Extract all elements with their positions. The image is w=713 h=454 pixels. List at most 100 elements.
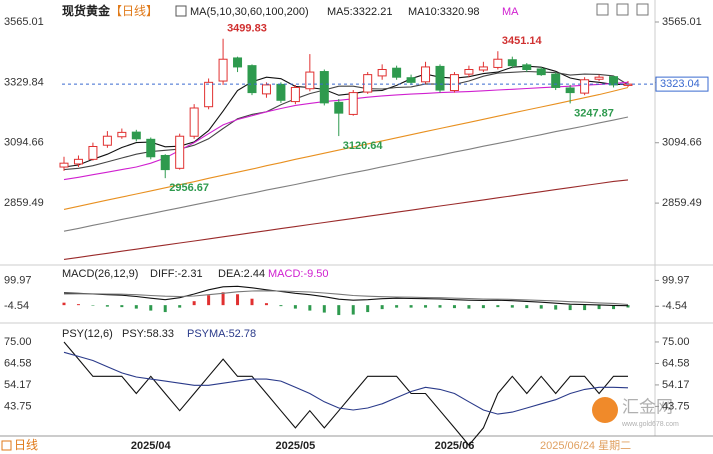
- candle-body: [189, 107, 199, 137]
- candle-body: [435, 65, 445, 91]
- macd-bar: [337, 305, 341, 316]
- macd-bar: [496, 305, 500, 308]
- price-annotation: 3247.87: [574, 107, 614, 119]
- macd-bar: [612, 305, 616, 310]
- candle-body: [406, 77, 416, 83]
- candle-body: [146, 138, 156, 158]
- line-series: [63, 285, 629, 307]
- line-series: [63, 179, 629, 260]
- candle-body: [421, 66, 431, 83]
- candle-body: [88, 145, 98, 160]
- macd-bar: [583, 305, 587, 311]
- macd-bar: [626, 305, 630, 308]
- candle-body: [522, 64, 532, 70]
- y-tick-label-right: 75.00: [662, 336, 690, 348]
- y-tick-label: 54.17: [4, 379, 32, 391]
- candle-body: [565, 87, 575, 94]
- candle-body: [377, 68, 387, 77]
- macd-bar: [409, 305, 413, 308]
- y-tick-label: 3094.66: [4, 137, 44, 149]
- y-tick-label-right: 3094.66: [662, 137, 702, 149]
- line-series: [63, 86, 629, 210]
- legend-entry: MA5:3322.21: [327, 6, 392, 18]
- last-price-label: 3323.04: [660, 78, 700, 90]
- macd-bar: [424, 305, 428, 308]
- candle-body: [580, 79, 590, 94]
- footer-period: 日线: [14, 438, 38, 452]
- candle-body: [478, 66, 488, 71]
- candle-body: [493, 58, 503, 68]
- macd-bar: [467, 305, 471, 309]
- zoom-in[interactable]: [596, 3, 609, 16]
- candle-body: [551, 73, 561, 88]
- y-tick-label: 3329.84: [4, 76, 44, 88]
- candle-body: [392, 67, 402, 78]
- macd-bar: [105, 305, 109, 307]
- zoom-out[interactable]: [616, 3, 629, 16]
- macd-bar: [264, 303, 268, 306]
- x-tick-label: 2025/04: [131, 440, 172, 452]
- macd-bar: [366, 305, 370, 313]
- candle-body: [348, 92, 358, 115]
- macd-bar: [62, 302, 66, 306]
- legend-entry: MACD:-9.50: [268, 268, 329, 280]
- legend-entry: DEA:2.44: [218, 268, 265, 280]
- footer-period-icon: [1, 440, 12, 451]
- macd-bar: [539, 305, 543, 309]
- toolbar: [175, 3, 649, 17]
- y-tick-label-right: 64.58: [662, 357, 690, 369]
- macd-bar: [120, 305, 124, 308]
- candle-body: [233, 57, 243, 68]
- macd-bar: [597, 305, 601, 310]
- macd-bar: [351, 305, 355, 315]
- watermark-url: www.gold678.com: [621, 421, 679, 428]
- candle-body: [290, 86, 300, 103]
- candle-body: [102, 135, 112, 146]
- macd-bar: [134, 305, 138, 309]
- macd-bar: [293, 305, 297, 309]
- macd-bar: [395, 305, 399, 308]
- legend-entry: PSY:58.33: [122, 328, 174, 340]
- y-tick-label: 43.75: [4, 400, 32, 412]
- candle-body: [464, 68, 474, 75]
- price-annotation: 2956.67: [169, 182, 209, 194]
- legend-entry: MA10:3320.98: [408, 6, 480, 18]
- settings[interactable]: [636, 3, 649, 16]
- price-annotation: 3499.83: [227, 23, 267, 35]
- y-tick-label-right: 43.75: [662, 400, 690, 412]
- legend-entry: PSYMA:52.78: [187, 328, 256, 340]
- candle-body: [175, 135, 185, 169]
- x-tick-label: 2025/05: [276, 440, 316, 452]
- y-tick-label: 99.97: [4, 274, 32, 286]
- line-series: [63, 341, 628, 446]
- line-series: [63, 70, 629, 171]
- period-icon[interactable]: [1, 440, 12, 451]
- macd-bar: [91, 305, 95, 306]
- candle-body: [73, 158, 83, 165]
- y-tick-label-right: 99.97: [662, 274, 690, 286]
- macd-bar: [308, 305, 312, 311]
- candle-body: [160, 154, 170, 171]
- macd-bar: [452, 305, 456, 309]
- candle-body: [276, 83, 286, 101]
- line-series: [63, 290, 629, 306]
- macd-bar: [438, 305, 442, 308]
- candle-body: [59, 162, 69, 168]
- macd-bar: [221, 292, 225, 306]
- y-tick-label: 3565.01: [4, 16, 44, 28]
- x-tick-label: 2025/06: [435, 440, 475, 452]
- candle-body: [334, 101, 344, 114]
- date-label: 2025/06/24 星期二: [540, 439, 631, 452]
- macd-bar: [481, 305, 485, 309]
- candle-body: [131, 131, 141, 140]
- candle-body: [449, 74, 459, 92]
- macd-bar: [554, 305, 558, 310]
- ma-icon[interactable]: [175, 5, 187, 17]
- candle-body: [247, 65, 257, 94]
- price-annotation: 3120.64: [343, 140, 384, 152]
- candle-body: [117, 131, 127, 138]
- candle-body: [319, 71, 329, 104]
- candle-body: [507, 59, 517, 67]
